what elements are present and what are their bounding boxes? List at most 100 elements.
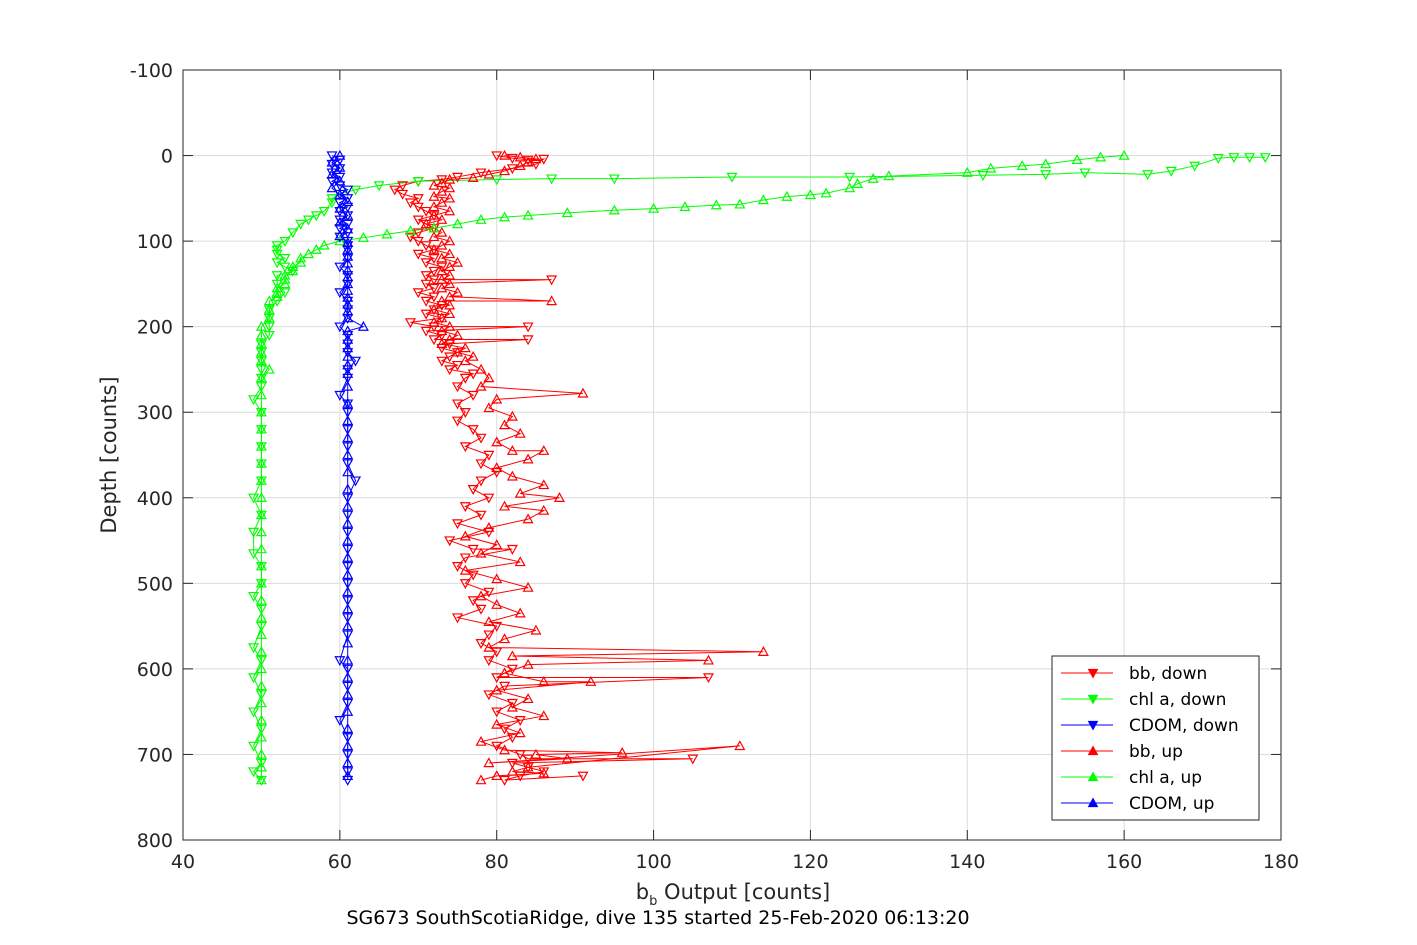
legend-label: bb, down <box>1129 664 1207 684</box>
data-point-bb-down <box>436 262 448 273</box>
data-point-chl-a-down <box>302 215 315 226</box>
data-point-chl-a-up <box>255 611 267 622</box>
data-point-bb-down <box>420 279 432 290</box>
data-point-cdom-down <box>342 681 354 692</box>
data-point-cdom-down <box>342 527 354 538</box>
data-point-bb-up <box>475 735 487 746</box>
data-point-chl-a-up <box>561 207 573 218</box>
data-point-bb-up <box>428 243 440 254</box>
data-point-bb-up <box>561 752 573 763</box>
data-point-chl-a-down <box>726 172 738 183</box>
x-tick-label: 60 <box>328 851 352 873</box>
data-point-bb-up <box>444 278 456 289</box>
data-point-bb-down <box>412 228 424 239</box>
data-point-cdom-down <box>334 716 346 726</box>
x-tick-label: 100 <box>635 851 671 873</box>
data-point-chl-a-down <box>279 262 291 273</box>
data-point-chl-a-up <box>295 252 307 263</box>
legend-label: CDOM, down <box>1129 716 1239 736</box>
data-point-chl-a-down <box>491 175 503 186</box>
data-point-bb-up <box>499 744 511 755</box>
legend: bb, down chl a, down CDOM, down bb, up chl a… <box>1051 655 1260 821</box>
data-point-cdom-up <box>342 586 354 597</box>
data-point-bb-up <box>444 235 456 246</box>
data-point-bb-down <box>687 754 699 765</box>
data-point-bb-down <box>499 724 511 735</box>
data-point-bb-down <box>397 189 409 200</box>
data-point-bb-up <box>428 231 440 242</box>
data-point-cdom-up <box>342 271 354 282</box>
series-line-chl-a-down <box>252 156 1266 781</box>
y-tick-label: 100 <box>137 231 173 253</box>
data-point-chl-a-down <box>295 219 307 230</box>
data-point-bb-up <box>522 156 534 167</box>
data-point-bb-up <box>436 325 448 336</box>
x-tick-label: 80 <box>485 851 509 873</box>
data-point-bb-down <box>420 241 432 252</box>
data-point-cdom-down <box>334 181 346 192</box>
data-point-chl-a-up <box>451 218 464 229</box>
data-point-bb-down <box>436 331 448 341</box>
data-point-bb-up <box>451 256 464 267</box>
data-point-chl-a-down <box>412 177 424 187</box>
data-point-bb-down <box>420 206 432 217</box>
data-point-cdom-up <box>342 671 354 682</box>
data-point-bb-down <box>483 527 495 538</box>
data-point-chl-a-up <box>255 406 267 417</box>
data-point-cdom-down <box>334 224 346 235</box>
data-point-chl-a-up <box>820 187 832 198</box>
data-point-cdom-down <box>334 164 346 175</box>
data-point-chl-a-down <box>255 724 267 735</box>
y-tick-label: 0 <box>161 146 173 168</box>
data-point-chl-a-down <box>248 591 260 602</box>
data-point-cdom-up <box>342 209 354 220</box>
data-point-bb-up <box>436 185 448 196</box>
data-point-cdom-up <box>342 305 354 316</box>
data-point-bb-up <box>499 419 511 430</box>
data-point-bb-down <box>404 232 416 243</box>
data-point-bb-up <box>530 748 542 759</box>
data-point-bb-down <box>483 450 495 461</box>
data-point-bb-up <box>514 427 526 438</box>
data-point-chl-a-up <box>255 774 267 785</box>
data-point-chl-a-down <box>248 549 260 560</box>
data-point-cdom-down <box>342 194 354 205</box>
data-point-cdom-up <box>342 740 354 751</box>
data-point-cdom-up <box>342 770 354 781</box>
data-point-bb-down <box>451 416 464 427</box>
data-point-chl-a-up <box>804 189 816 200</box>
data-point-chl-a-down <box>373 181 385 192</box>
data-point-bb-down <box>506 758 518 769</box>
data-point-bb-up <box>506 765 518 776</box>
data-point-bb-down <box>444 365 456 376</box>
data-point-bb-up <box>530 624 542 635</box>
data-point-chl-a-up <box>295 256 307 267</box>
data-point-chl-a-down <box>271 258 283 269</box>
data-point-bb-down <box>506 733 518 744</box>
data-point-chl-a-up <box>271 290 283 301</box>
data-point-bb-down <box>506 544 518 555</box>
data-point-cdom-down <box>342 365 354 376</box>
y-tick-label: 400 <box>137 488 173 510</box>
data-point-chl-a-up <box>679 201 691 212</box>
legend-marker <box>1087 797 1099 808</box>
data-point-bb-up <box>506 701 518 712</box>
data-point-bb-down <box>412 236 424 247</box>
data-point-cdom-down <box>334 215 346 226</box>
data-point-bb-up <box>522 581 534 592</box>
data-point-bb-up <box>514 727 526 738</box>
data-point-bb-up <box>506 650 518 661</box>
data-point-bb-up <box>428 303 440 314</box>
data-point-bb-down <box>451 399 464 410</box>
data-point-bb-down <box>404 318 416 329</box>
data-point-bb-up <box>546 295 558 306</box>
data-point-bb-up <box>475 774 487 785</box>
data-point-cdom-down <box>342 202 354 213</box>
data-point-cdom-down <box>342 425 354 436</box>
data-point-bb-down <box>475 639 487 649</box>
data-point-cdom-up <box>342 637 354 648</box>
data-point-bb-down <box>483 493 495 504</box>
data-point-chl-a-up <box>255 697 267 708</box>
data-point-chl-a-down <box>271 279 283 290</box>
data-point-cdom-up <box>334 189 346 200</box>
